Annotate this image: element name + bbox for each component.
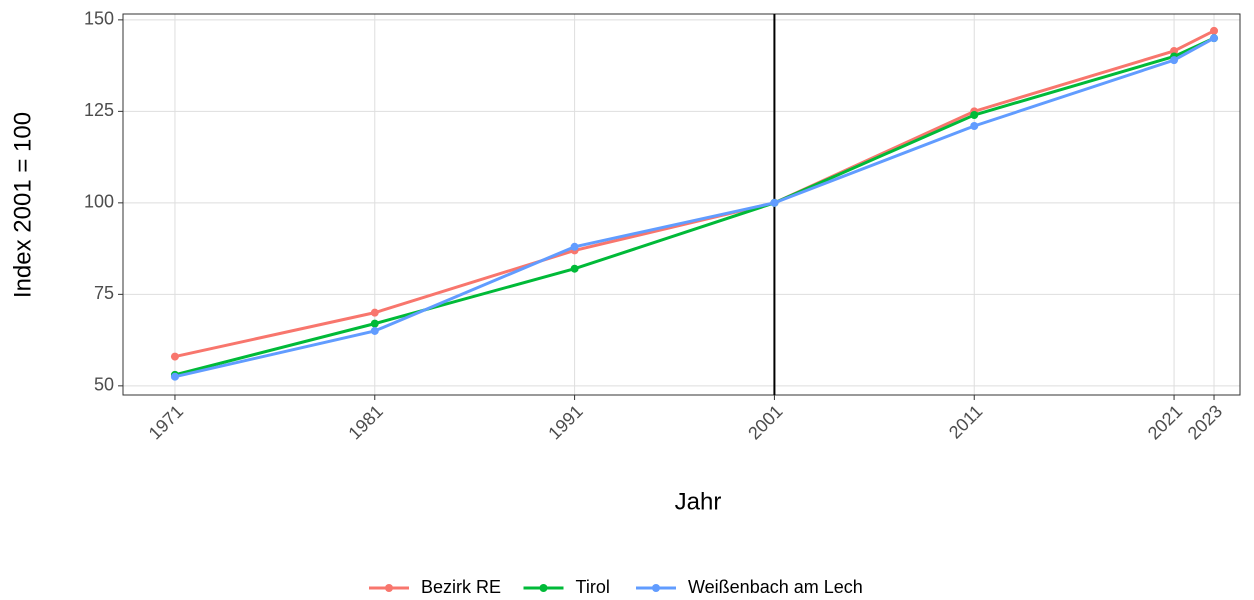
point [1210, 26, 1219, 35]
plot-border [122, 13, 1241, 396]
x-tick-label: 1991 [544, 401, 586, 443]
legend: Bezirk RE Tirol Weißenbach am Lech [369, 577, 863, 597]
y-tick-label: 150 [84, 9, 114, 29]
y-tick-label: 100 [84, 192, 114, 212]
legend-label: Tirol [576, 577, 610, 597]
x-tick-label: 1971 [145, 401, 187, 443]
x-tick-label: 2001 [744, 401, 786, 443]
series-line [174, 36, 1215, 377]
point [170, 372, 179, 381]
point [370, 319, 379, 328]
series-line [174, 29, 1215, 359]
x-axis-label: Jahr [675, 488, 722, 515]
x-tick-label: 2023 [1184, 401, 1226, 443]
point [1170, 46, 1179, 55]
point [370, 326, 379, 335]
legend-swatch-point [652, 584, 660, 592]
point [170, 352, 179, 361]
point [570, 264, 579, 273]
point [570, 242, 579, 251]
legend-label: Weißenbach am Lech [688, 577, 863, 597]
y-tick-label: 75 [94, 283, 114, 303]
legend-swatch-point [385, 584, 393, 592]
x-tick-label: 2011 [945, 401, 987, 443]
legend-label: Bezirk RE [421, 577, 501, 597]
x-tick-label: 2021 [1144, 401, 1186, 443]
point [1170, 56, 1179, 65]
point [970, 121, 979, 130]
legend-swatch-point [539, 584, 548, 592]
y-axis-label: Index 2001 = 100 [9, 112, 36, 298]
point [970, 111, 979, 120]
point [370, 308, 379, 317]
y-tick-label: 50 [94, 375, 114, 395]
y-tick-label: 125 [84, 100, 114, 120]
point [1210, 34, 1219, 43]
point [770, 198, 779, 207]
x-tick-label: 1981 [345, 401, 387, 443]
